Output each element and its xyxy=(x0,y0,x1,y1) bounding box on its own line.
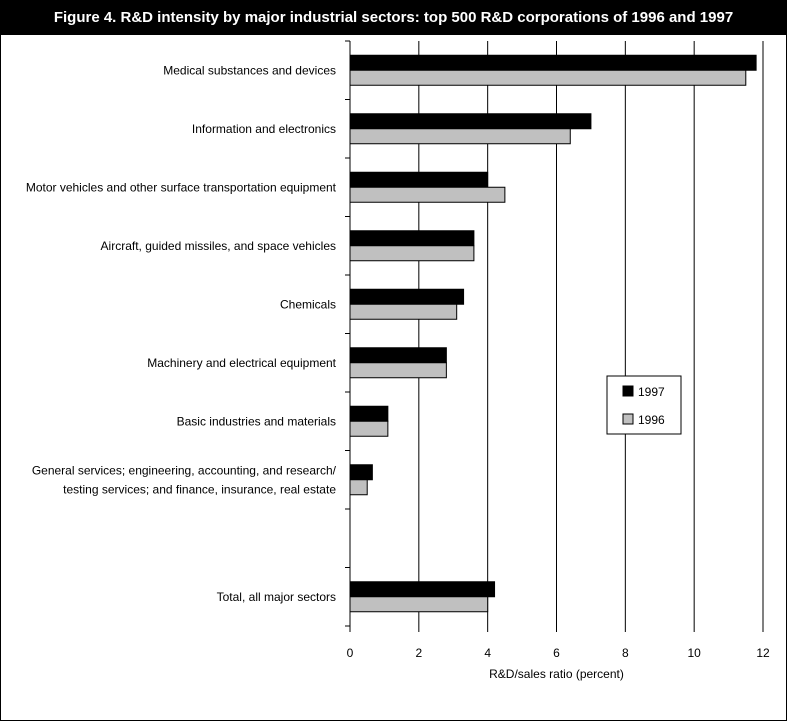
bar-1997 xyxy=(349,581,496,598)
bar-1997 xyxy=(349,54,757,71)
bar-1996 xyxy=(349,362,447,379)
bar-1996 xyxy=(349,69,747,86)
category-label: testing services; and finance, insurance… xyxy=(63,482,336,496)
x-tick-label: 12 xyxy=(756,646,770,660)
bar-1996 xyxy=(349,420,389,437)
bar-1996 xyxy=(349,596,489,613)
bar-1996 xyxy=(349,128,571,145)
bar-1996 xyxy=(349,303,458,320)
category-label: General services; engineering, accountin… xyxy=(32,463,337,477)
legend: 1997 1996 xyxy=(606,375,682,435)
bar-1997 xyxy=(349,230,475,247)
bar-1997 xyxy=(349,347,447,364)
chart-title: Figure 4. R&D intensity by major industr… xyxy=(1,1,786,35)
x-tick-label: 4 xyxy=(484,646,491,660)
category-label: Chemicals xyxy=(280,297,336,311)
legend-box xyxy=(606,375,682,435)
category-label: Information and electronics xyxy=(192,122,336,136)
category-label: Motor vehicles and other surface transpo… xyxy=(26,180,337,194)
x-tick-label: 10 xyxy=(687,646,701,660)
bar-1996 xyxy=(349,479,368,496)
x-tick-label: 8 xyxy=(622,646,629,660)
legend-label-1997: 1997 xyxy=(638,385,665,399)
bar-1997 xyxy=(349,171,489,188)
category-labels: Medical substances and devices Informatio… xyxy=(26,63,337,604)
x-tick-label: 2 xyxy=(415,646,422,660)
category-label: Aircraft, guided missiles, and space veh… xyxy=(101,239,336,253)
x-tick-label: 0 xyxy=(347,646,354,660)
bar-1997 xyxy=(349,464,373,481)
legend-label-1996: 1996 xyxy=(638,413,665,427)
bars xyxy=(349,54,757,613)
x-axis-label: R&D/sales ratio (percent) xyxy=(489,667,624,681)
category-label: Total, all major sectors xyxy=(217,590,336,604)
category-label: Machinery and electrical equipment xyxy=(147,356,336,370)
bar-1996 xyxy=(349,245,475,262)
axes: 0 2 4 6 8 10 12 xyxy=(345,40,770,660)
category-label: Basic industries and materials xyxy=(177,414,336,428)
legend-swatch-1997 xyxy=(622,385,634,397)
legend-swatch-1996 xyxy=(622,413,634,425)
bar-1997 xyxy=(349,113,592,130)
category-label: Medical substances and devices xyxy=(163,63,336,77)
bar-1996 xyxy=(349,186,506,203)
bar-1997 xyxy=(349,288,465,305)
x-tick-label: 6 xyxy=(553,646,560,660)
bar-1997 xyxy=(349,405,389,422)
